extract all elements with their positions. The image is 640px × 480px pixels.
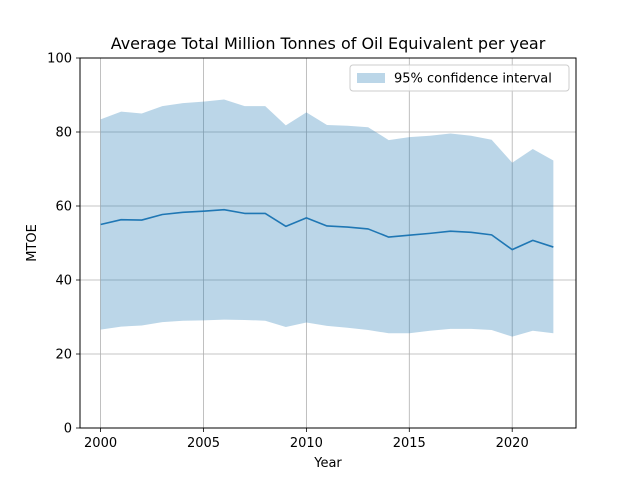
- x-tick-label: 2015: [393, 436, 426, 451]
- y-tick-label: 80: [55, 126, 72, 141]
- legend: 95% confidence interval: [349, 64, 570, 92]
- x-tick-label: 2000: [84, 436, 117, 451]
- y-tick-label: 20: [55, 348, 72, 363]
- x-axis-ticks: 2000 2005 2010 2015 2020: [84, 428, 529, 451]
- x-axis-label: Year: [313, 456, 342, 471]
- y-tick-label: 100: [47, 52, 72, 67]
- plot-frame: [79, 57, 577, 429]
- mean-line: [100, 208, 554, 251]
- series-lines: [100, 208, 554, 251]
- x-tick-label: 2020: [496, 436, 529, 451]
- legend-swatch: [357, 73, 385, 83]
- legend-label: 95% confidence interval: [394, 72, 552, 87]
- x-tick-label: 2010: [290, 436, 323, 451]
- confidence-bands: [100, 99, 554, 337]
- y-tick-label: 0: [64, 422, 72, 437]
- legend-box: [349, 64, 570, 92]
- chart-title: Average Total Million Tonnes of Oil Equi…: [111, 34, 546, 53]
- y-tick-label: 40: [55, 274, 72, 289]
- y-axis-label: MTOE: [25, 224, 40, 262]
- y-tick-label: 60: [55, 200, 72, 215]
- y-axis-ticks: 0 20 40 60 80 100: [47, 52, 80, 437]
- confidence-band: [100, 99, 554, 337]
- x-tick-label: 2005: [187, 436, 220, 451]
